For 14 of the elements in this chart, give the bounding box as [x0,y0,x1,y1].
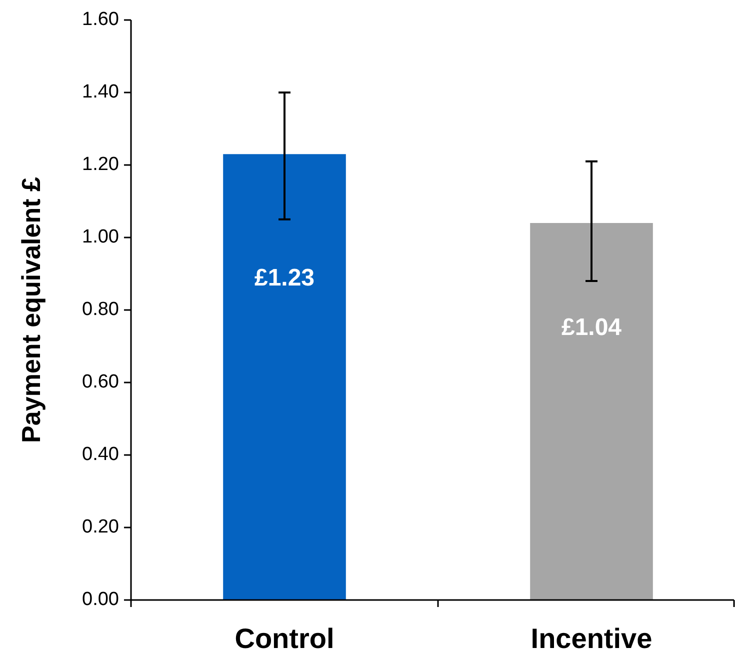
y-tick-label: 0.20 [82,516,119,538]
y-tick-label: 1.00 [82,226,119,248]
y-tick-label: 1.40 [82,82,119,103]
data-label: £1.04 [561,314,622,341]
y-tick-label: 1.60 [82,9,119,30]
y-tick-label: 0.40 [82,444,119,466]
x-tick-label: Control [234,623,334,654]
y-tick-label: 0.80 [82,299,119,320]
y-tick-label: 0.00 [82,589,119,610]
data-label: £1.23 [254,264,315,292]
y-tick-label: 1.20 [82,154,119,176]
x-tick-label: Incentive [530,623,652,654]
y-axis-title: Payment equivalent £ [16,176,46,443]
y-tick-label: 0.60 [82,372,119,393]
